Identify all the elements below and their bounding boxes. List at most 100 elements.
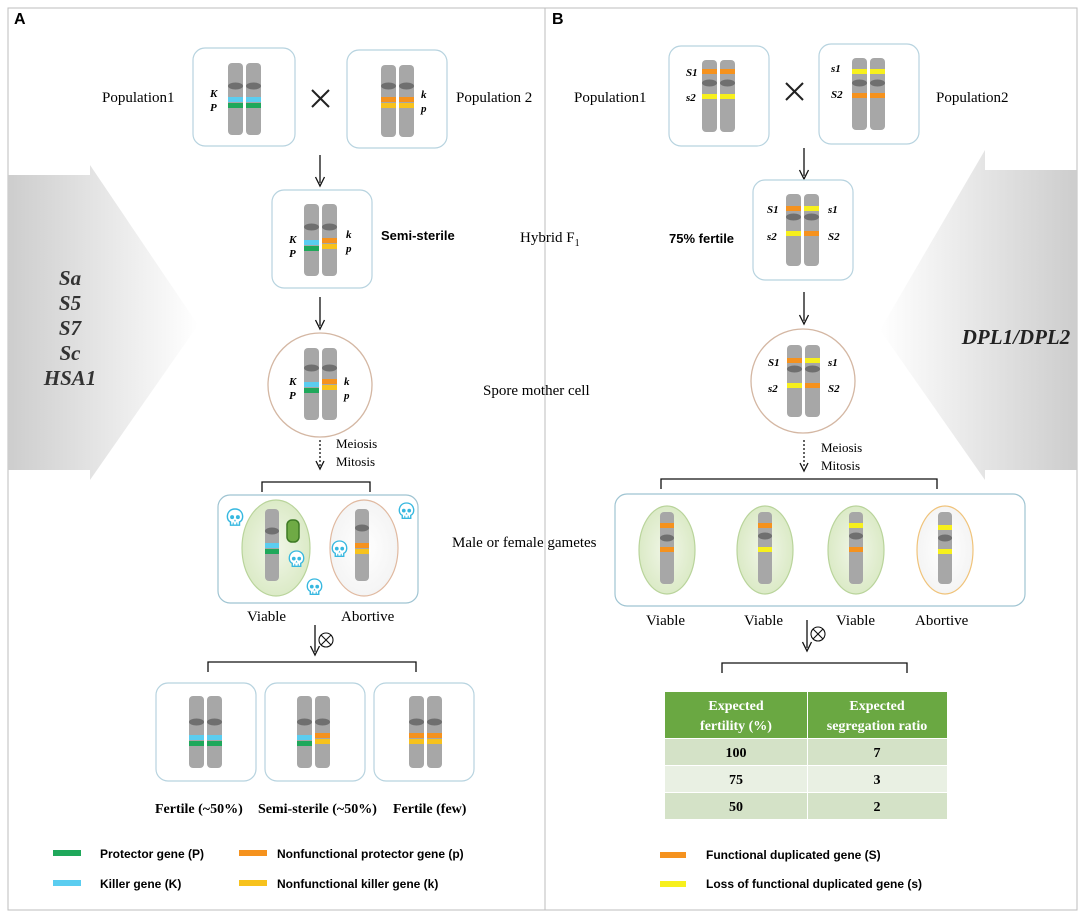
a-progeny-label-3: Fertile (few): [393, 802, 467, 817]
b-arrow-to-spore: [798, 292, 810, 326]
a-spore-chromosomes: [304, 348, 337, 420]
a-meiosis-arrow: [315, 440, 325, 471]
b-meiosis-arrow: [799, 440, 809, 473]
b-f1-chromosomes: [786, 194, 819, 266]
a-spore-cell: [267, 332, 373, 438]
b-parent1-label-2: s2: [685, 92, 696, 104]
a-population1-label: Population1: [102, 90, 175, 106]
a-parent1-chromosomes: [228, 63, 261, 135]
b-gamete-1-chromosome: [660, 512, 674, 584]
a-progeny-box-1: [155, 682, 257, 782]
a-self-arrow: [309, 625, 321, 657]
a-viable-label: Viable: [247, 609, 286, 625]
a-f1-label-p2: p: [345, 243, 352, 255]
a-progeny-label-1: Fertile (~50%): [155, 802, 243, 817]
table-cell: [808, 739, 947, 765]
a-spore-label-p2: p: [343, 390, 350, 402]
b-arrow-to-f1: [798, 148, 810, 181]
b-spore-cell: [750, 328, 856, 434]
gene-name: Sa: [59, 266, 81, 290]
b-parent1-label-1: S1: [686, 67, 698, 79]
a-abortive-chromosome: [355, 509, 369, 581]
legend-label: Loss of functional duplicated gene (s): [706, 877, 922, 891]
a-parent2-label-2: p: [420, 103, 427, 115]
b-f1-label-1: S1: [767, 204, 779, 216]
a-viable-chromosome: [265, 509, 279, 581]
b-self-arrow: [801, 620, 813, 653]
b-meiosis-label: Meiosis: [821, 440, 862, 455]
a-meiosis-label: Meiosis: [336, 436, 377, 451]
a-gamete-bracket: [261, 481, 371, 492]
b-spore-label-4: S2: [828, 383, 840, 395]
protector-protein-icon: [286, 519, 300, 543]
legend-label: Protector gene (P): [100, 847, 204, 861]
a-f1-fertility-label: Semi-sterile: [381, 228, 455, 243]
b-fertility-table: Expected fertility (%) Expected segregat…: [665, 692, 947, 819]
nonfunctional-killer-swatch: [239, 880, 267, 886]
functional-gene-swatch: [660, 852, 686, 858]
panel-b-letter: B: [552, 11, 564, 28]
table-cell: [808, 793, 947, 819]
b-gamete-4-chromosome: [938, 512, 952, 584]
b-spore-label-3: s1: [827, 357, 838, 369]
a-parent1-box: [192, 47, 296, 147]
b-f1-label-3: s1: [827, 204, 838, 216]
b-gamete-label-3: Viable: [836, 613, 875, 629]
b-progeny-bracket: [721, 662, 908, 673]
table-value: 50: [729, 800, 743, 815]
b-cross-icon: [785, 82, 804, 101]
a-cross-icon: [311, 89, 330, 108]
self-cross-icon: [318, 632, 334, 648]
panel-b-gene-name: DPL1/DPL2: [961, 325, 1071, 349]
b-gamete-2-chromosome: [758, 512, 772, 584]
table-value: 100: [726, 746, 747, 761]
table-value: 7: [874, 746, 881, 761]
legend-label: Functional duplicated gene (S): [706, 848, 881, 862]
table-header-1a: Expected: [708, 699, 763, 714]
gene-name: HSA1: [43, 366, 97, 390]
b-parent1-chromosomes: [702, 60, 735, 132]
a-arrow-to-spore: [314, 297, 326, 331]
b-mitosis-label: Mitosis: [821, 458, 860, 473]
b-gametes-box: [614, 493, 1026, 607]
a-f1-label-p: P: [289, 248, 296, 260]
b-parent2-box: [818, 43, 920, 145]
a-parent1-label-1: K: [209, 88, 218, 100]
a-progeny-label-2: Semi-sterile (~50%): [258, 802, 377, 817]
a-spore-label-p: P: [289, 390, 296, 402]
spore-mother-cell-label: Spore mother cell: [483, 383, 590, 399]
b-parent2-label-2: S2: [831, 89, 843, 101]
a-legend: Protector gene (P) Killer gene (K) Nonfu…: [53, 847, 464, 891]
table-header-cell: [808, 692, 947, 738]
a-abortive-label: Abortive: [341, 609, 395, 625]
table-cell: [665, 766, 807, 792]
a-parent2-chromosomes: [381, 65, 414, 137]
nonfunctional-protector-swatch: [239, 850, 267, 856]
panel-a-side-arrow: [8, 165, 198, 480]
b-spore-label-1: S1: [768, 357, 780, 369]
a-spore-label-k: K: [288, 376, 297, 388]
b-gamete-label-2: Viable: [744, 613, 783, 629]
b-spore-chromosomes: [787, 345, 820, 417]
a-population2-label: Population 2: [456, 90, 532, 106]
a-spore-label-k2: k: [344, 376, 350, 388]
table-cell: [665, 739, 807, 765]
killer-swatch: [53, 880, 81, 886]
a-progeny-bracket: [207, 661, 417, 672]
legend-label: Nonfunctional killer gene (k): [277, 877, 438, 891]
gametes-label: Male or female gametes: [452, 535, 597, 551]
panel-b-side-arrow: [880, 150, 1077, 480]
a-progeny-1-chromosomes: [189, 696, 222, 768]
a-progeny-3-chromosomes: [409, 696, 442, 768]
b-gamete-3-chromosome: [849, 512, 863, 584]
gene-name: Sc: [60, 341, 82, 365]
a-arrow-to-f1: [314, 155, 326, 188]
b-f1-box: [752, 179, 854, 281]
b-f1-label-4: S2: [828, 231, 840, 243]
table-cell: [808, 766, 947, 792]
b-parent2-label-1: s1: [830, 63, 841, 75]
gene-name: S7: [59, 316, 83, 340]
table-header-cell: [665, 692, 807, 738]
a-parent1-label-2: P: [210, 102, 217, 114]
